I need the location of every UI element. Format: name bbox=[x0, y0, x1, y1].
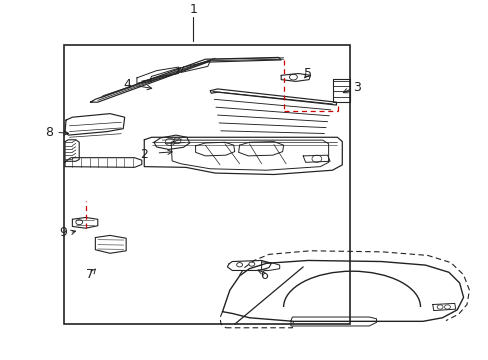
Text: 7: 7 bbox=[86, 267, 94, 280]
Text: 6: 6 bbox=[260, 269, 267, 282]
Text: 2: 2 bbox=[140, 148, 148, 161]
Text: 1: 1 bbox=[189, 3, 197, 16]
Text: 5: 5 bbox=[304, 67, 311, 80]
Text: 4: 4 bbox=[123, 78, 131, 91]
Bar bbox=[63, 45, 349, 324]
Text: 8: 8 bbox=[45, 126, 53, 139]
Text: 3: 3 bbox=[352, 81, 360, 94]
Text: 9: 9 bbox=[60, 226, 67, 239]
